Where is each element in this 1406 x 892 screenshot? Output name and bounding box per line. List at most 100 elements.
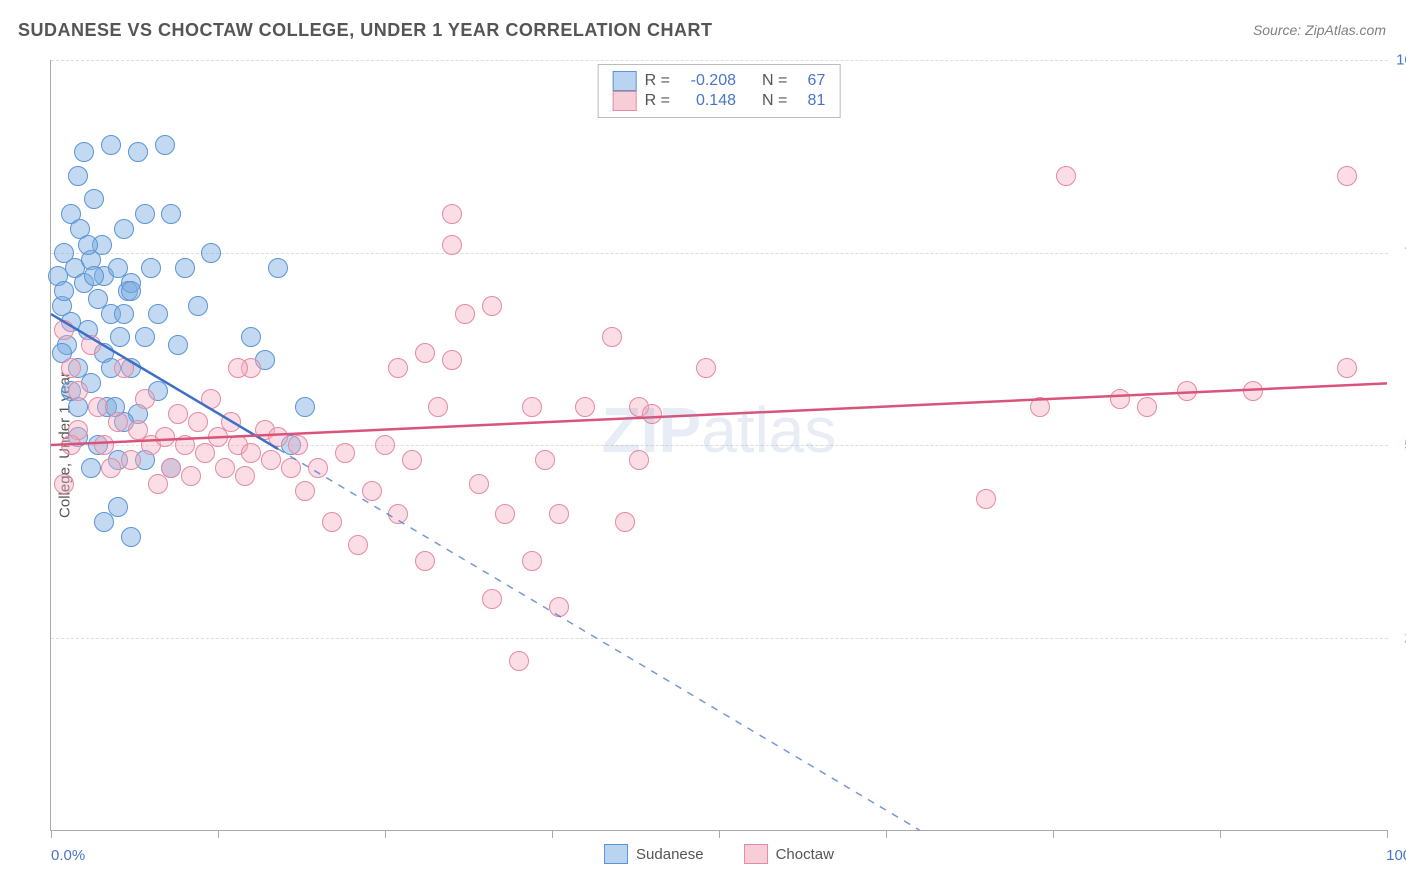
scatter-point xyxy=(54,320,74,340)
scatter-point xyxy=(61,435,81,455)
legend-label-choctaw: Choctaw xyxy=(776,846,834,863)
scatter-point xyxy=(1337,166,1357,186)
scatter-point xyxy=(696,358,716,378)
scatter-point xyxy=(175,258,195,278)
scatter-point xyxy=(482,589,502,609)
scatter-point xyxy=(509,651,529,671)
scatter-point xyxy=(155,135,175,155)
scatter-point xyxy=(215,458,235,478)
scatter-point xyxy=(241,443,261,463)
scatter-point xyxy=(322,512,342,532)
scatter-point xyxy=(442,204,462,224)
scatter-point xyxy=(68,166,88,186)
stats-box: R = -0.208 N = 67 R = 0.148 N = 81 xyxy=(598,64,841,118)
stats-n-label: N = xyxy=(762,72,787,90)
scatter-point xyxy=(629,450,649,470)
scatter-point xyxy=(135,389,155,409)
scatter-point xyxy=(135,327,155,347)
scatter-point xyxy=(348,535,368,555)
scatter-point xyxy=(388,504,408,524)
scatter-point xyxy=(84,189,104,209)
scatter-point xyxy=(1030,397,1050,417)
scatter-point xyxy=(94,435,114,455)
scatter-point xyxy=(1243,381,1263,401)
scatter-point xyxy=(415,343,435,363)
scatter-point xyxy=(388,358,408,378)
scatter-point xyxy=(110,327,130,347)
scatter-point xyxy=(335,443,355,463)
legend-swatch-choctaw xyxy=(744,844,768,864)
plot-area: College, Under 1 year 0.0%25.0%50.0%75.0… xyxy=(50,60,1387,831)
scatter-point xyxy=(161,204,181,224)
stats-row-sudanese: R = -0.208 N = 67 xyxy=(613,71,826,91)
scatter-point xyxy=(268,258,288,278)
scatter-point xyxy=(221,412,241,432)
scatter-point xyxy=(482,296,502,316)
scatter-point xyxy=(54,474,74,494)
scatter-point xyxy=(78,235,98,255)
scatter-point xyxy=(1177,381,1197,401)
scatter-point xyxy=(428,397,448,417)
stats-row-choctaw: R = 0.148 N = 81 xyxy=(613,91,826,111)
scatter-point xyxy=(415,551,435,571)
scatter-point xyxy=(308,458,328,478)
stats-r-label: R = xyxy=(645,92,670,110)
scatter-point xyxy=(121,281,141,301)
scatter-point xyxy=(74,142,94,162)
scatter-point xyxy=(442,350,462,370)
scatter-point xyxy=(235,466,255,486)
scatter-point xyxy=(61,358,81,378)
scatter-point xyxy=(615,512,635,532)
legend-label-sudanese: Sudanese xyxy=(636,846,704,863)
scatter-point xyxy=(81,458,101,478)
scatter-point xyxy=(188,296,208,316)
scatter-point xyxy=(362,481,382,501)
scatter-point xyxy=(1137,397,1157,417)
x-tick-label: 0.0% xyxy=(51,847,85,864)
scatter-point xyxy=(88,397,108,417)
scatter-point xyxy=(101,135,121,155)
swatch-sudanese xyxy=(613,71,637,91)
scatter-point xyxy=(181,466,201,486)
scatter-point xyxy=(442,235,462,255)
legend-swatch-sudanese xyxy=(604,844,628,864)
scatter-point xyxy=(114,304,134,324)
stats-n-label: N = xyxy=(762,92,787,110)
scatter-point xyxy=(168,404,188,424)
scatter-point xyxy=(522,551,542,571)
scatter-point xyxy=(68,381,88,401)
scatter-point xyxy=(1337,358,1357,378)
scatter-point xyxy=(201,389,221,409)
scatter-point xyxy=(455,304,475,324)
scatter-point xyxy=(84,266,104,286)
scatter-point xyxy=(469,474,489,494)
scatter-point xyxy=(114,358,134,378)
scatter-point xyxy=(1056,166,1076,186)
stats-n-value-sudanese: 67 xyxy=(795,72,825,90)
stats-r-value-sudanese: -0.208 xyxy=(678,72,736,90)
scatter-point xyxy=(241,327,261,347)
scatter-point xyxy=(148,304,168,324)
scatter-point xyxy=(261,450,281,470)
legend-item-choctaw: Choctaw xyxy=(744,844,834,864)
scatter-point xyxy=(575,397,595,417)
stats-n-value-choctaw: 81 xyxy=(795,92,825,110)
scatter-point xyxy=(128,142,148,162)
scatter-point xyxy=(268,427,288,447)
scatter-point xyxy=(288,435,308,455)
scatter-point xyxy=(522,397,542,417)
scatter-point xyxy=(141,258,161,278)
stats-r-label: R = xyxy=(645,72,670,90)
scatter-point xyxy=(295,397,315,417)
scatter-point xyxy=(161,458,181,478)
source-label: Source: ZipAtlas.com xyxy=(1253,22,1386,38)
scatter-point xyxy=(295,481,315,501)
scatter-point xyxy=(375,435,395,455)
chart-title: SUDANESE VS CHOCTAW COLLEGE, UNDER 1 YEA… xyxy=(18,20,713,41)
scatter-point xyxy=(1110,389,1130,409)
scatter-point xyxy=(108,412,128,432)
legend: Sudanese Choctaw xyxy=(604,844,834,864)
scatter-point xyxy=(54,281,74,301)
scatter-point xyxy=(121,450,141,470)
scatter-point xyxy=(549,504,569,524)
